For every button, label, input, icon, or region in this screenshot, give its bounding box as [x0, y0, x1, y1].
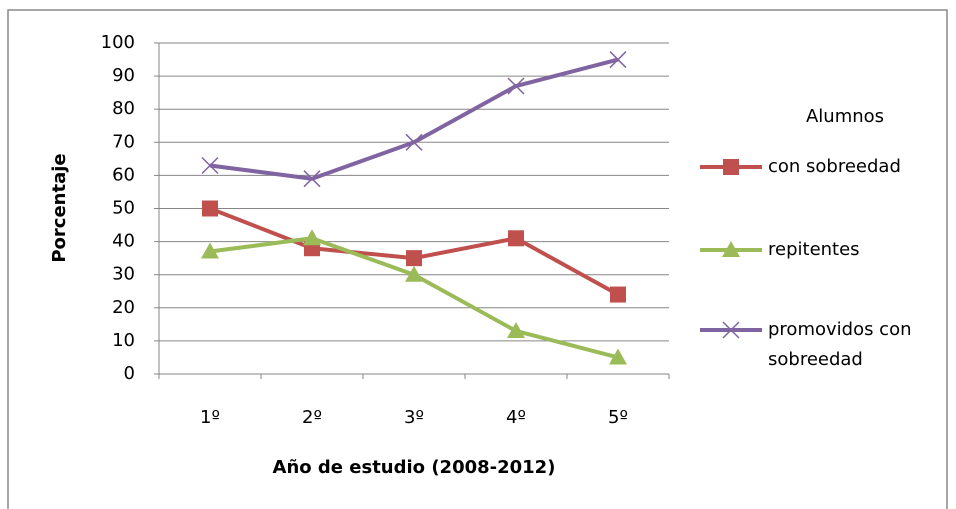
y-axis-title: Porcentaje — [49, 153, 70, 262]
marker — [202, 200, 218, 217]
x-tick-label: 3º — [404, 407, 424, 428]
marker — [722, 321, 740, 339]
legend-label: con sobreedad — [768, 156, 901, 177]
chart-border — [7, 9, 948, 509]
y-tick-label: 60 — [112, 164, 135, 185]
marker — [507, 321, 525, 338]
marker — [723, 159, 739, 175]
marker — [303, 229, 321, 246]
x-tick-label: 1º — [200, 407, 220, 428]
marker — [303, 170, 321, 188]
y-tick-label: 30 — [112, 264, 135, 285]
x-tick-label: 4º — [506, 407, 526, 428]
marker — [405, 265, 423, 282]
legend-label: repitentes — [768, 239, 860, 260]
legend-title: Alumnos — [806, 106, 884, 127]
marker — [201, 242, 219, 259]
y-tick-label: 100 — [101, 32, 135, 53]
x-axis-title: Año de estudio (2008-2012) — [273, 457, 556, 478]
marker — [406, 250, 422, 267]
marker — [610, 286, 626, 303]
y-tick-label: 50 — [112, 198, 135, 219]
y-tick-label: 90 — [112, 65, 135, 86]
x-tick-label: 5º — [608, 407, 628, 428]
marker — [609, 51, 627, 69]
marker — [507, 77, 525, 95]
marker — [201, 156, 219, 175]
y-tick-label: 40 — [112, 231, 135, 252]
y-tick-label: 10 — [112, 330, 135, 351]
marker — [405, 133, 423, 151]
marker — [508, 230, 524, 247]
marker — [609, 348, 627, 365]
marker — [722, 241, 740, 257]
legend-label: promovidos con sobreedad — [768, 319, 912, 370]
y-tick-label: 20 — [112, 297, 135, 318]
y-tick-label: 80 — [112, 98, 135, 119]
x-tick-label: 2º — [302, 407, 322, 428]
y-tick-label: 0 — [124, 363, 135, 384]
y-tick-label: 70 — [112, 131, 135, 152]
series-line — [209, 57, 619, 181]
